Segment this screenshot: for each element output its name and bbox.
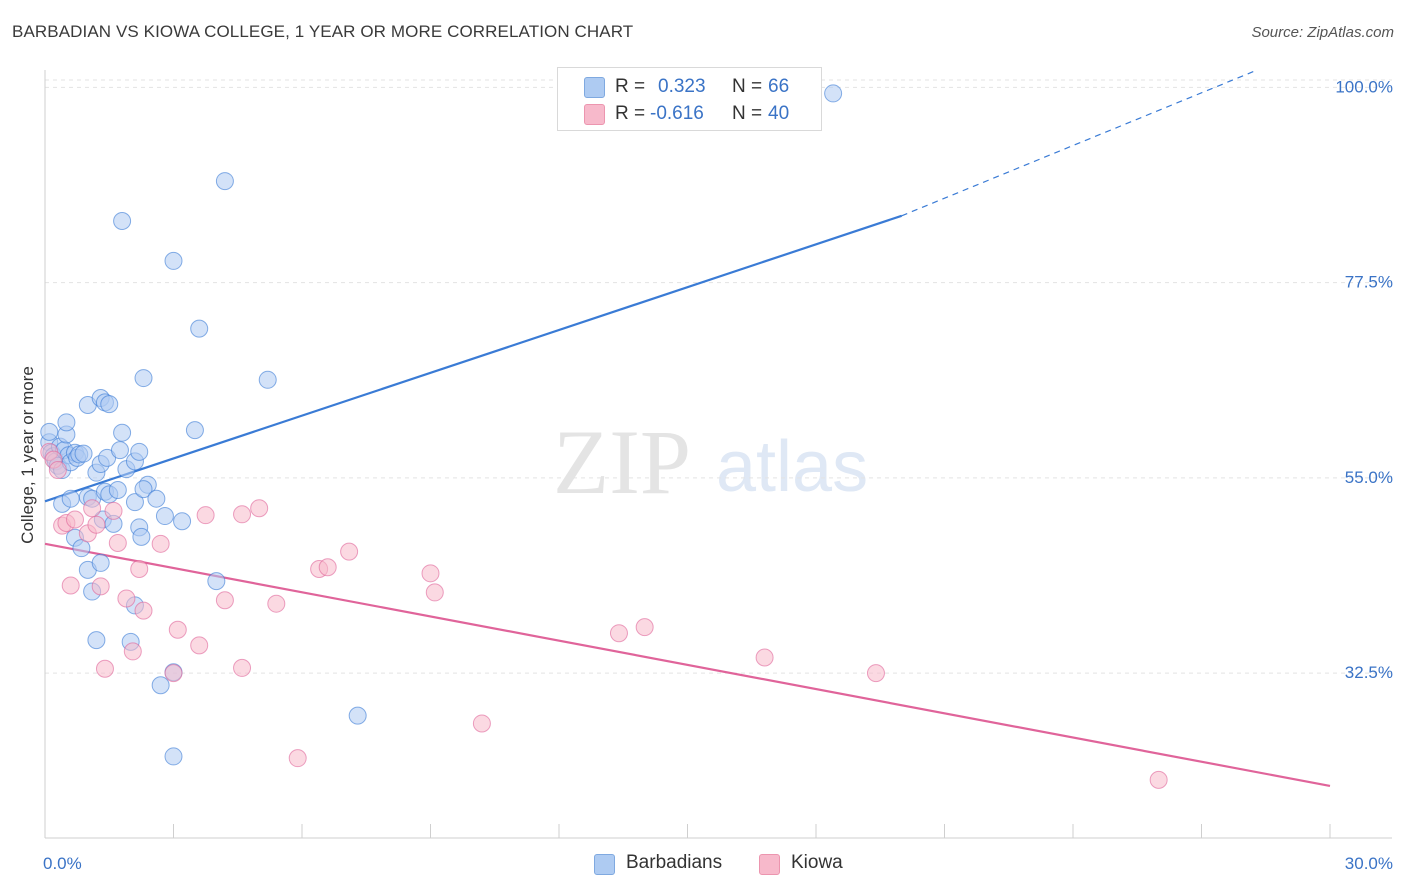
point-barbadians (91, 553, 110, 572)
x-tick-label: 0.0% (43, 854, 82, 873)
point-kiowa (233, 505, 252, 524)
point-kiowa (196, 506, 215, 525)
point-barbadians (207, 572, 226, 591)
point-kiowa (91, 577, 110, 596)
point-kiowa (134, 601, 153, 620)
x-tick-label: 30.0% (1345, 854, 1393, 873)
point-kiowa (609, 624, 628, 643)
point-barbadians (134, 369, 153, 388)
legend-label-kiowa: Kiowa (791, 852, 843, 873)
point-barbadians (108, 481, 127, 500)
trend-lines (44, 69, 1331, 788)
watermark-zip: ZIP (553, 411, 691, 513)
legend-n-label: N = (732, 103, 763, 124)
point-barbadians (173, 512, 192, 531)
point-barbadians (61, 489, 80, 508)
point-barbadians (113, 423, 132, 442)
chart-title: BARBADIAN VS KIOWA COLLEGE, 1 YEAR OR MO… (12, 22, 634, 41)
point-barbadians (151, 676, 170, 695)
stats-legend: R = 0.323 N = 66 R = -0.616 N = 40 (557, 67, 822, 131)
point-kiowa (117, 589, 136, 608)
point-kiowa (123, 642, 142, 661)
trend-line-barbadians (44, 214, 903, 503)
point-barbadians (125, 493, 144, 512)
point-barbadians (40, 422, 59, 441)
watermark-atlas: atlas (716, 427, 868, 507)
point-barbadians (190, 319, 209, 338)
trend-line-kiowa (44, 542, 1331, 788)
legend-n-value: 40 (768, 103, 790, 124)
point-barbadians (130, 442, 149, 461)
legend-n-value: 66 (768, 76, 790, 97)
point-kiowa (65, 510, 84, 529)
point-barbadians (113, 211, 132, 230)
legend-swatch-kiowa (584, 104, 605, 125)
legend-r-label: R = (615, 76, 646, 97)
legend-label-barbadians: Barbadians (626, 852, 723, 873)
point-barbadians (258, 370, 277, 389)
point-kiowa (1149, 770, 1168, 789)
y-tick-label: 32.5% (1345, 663, 1393, 682)
point-kiowa (866, 664, 885, 683)
legend-swatch-kiowa (759, 854, 780, 875)
point-barbadians (164, 747, 183, 766)
point-barbadians (824, 84, 843, 103)
point-kiowa (61, 576, 80, 595)
legend-swatch-barbadians (584, 77, 605, 98)
point-kiowa (318, 558, 337, 577)
point-kiowa (108, 533, 127, 552)
point-kiowa (190, 636, 209, 655)
point-barbadians (215, 172, 234, 191)
point-kiowa (104, 501, 123, 520)
point-barbadians (147, 489, 166, 508)
point-kiowa (340, 542, 359, 561)
point-barbadians (87, 631, 106, 650)
point-barbadians (57, 413, 76, 432)
point-kiowa (48, 461, 67, 480)
point-kiowa (95, 659, 114, 678)
legend-r-value: 0.323 (658, 76, 706, 97)
point-kiowa (215, 591, 234, 610)
point-kiowa (83, 499, 102, 518)
source-label: Source: ZipAtlas.com (1251, 24, 1394, 41)
point-barbadians (132, 527, 151, 546)
trend-extension-barbadians (901, 69, 1258, 217)
point-kiowa (233, 658, 252, 677)
data-points (40, 84, 1168, 789)
legend-n-label: N = (732, 76, 763, 97)
point-kiowa (164, 664, 183, 683)
point-barbadians (74, 444, 93, 463)
point-barbadians (348, 706, 367, 725)
y-tick-label: 77.5% (1345, 273, 1393, 292)
point-kiowa (151, 534, 170, 553)
point-kiowa (421, 564, 440, 583)
point-kiowa (250, 499, 269, 518)
point-kiowa (130, 559, 149, 578)
point-kiowa (288, 749, 307, 768)
legend-swatch-barbadians (594, 854, 615, 875)
point-kiowa (472, 714, 491, 733)
y-tick-label: 100.0% (1335, 77, 1393, 96)
point-barbadians (134, 480, 153, 499)
point-kiowa (425, 583, 444, 602)
point-kiowa (87, 515, 106, 534)
point-barbadians (155, 507, 174, 526)
legend-r-value: -0.616 (650, 103, 704, 124)
legend-r-label: R = (615, 103, 646, 124)
point-kiowa (755, 648, 774, 667)
point-barbadians (164, 251, 183, 270)
watermark: ZIP atlas (553, 411, 868, 513)
tick-labels: 32.5% 55.0% 77.5% 100.0% 0.0% 30.0% (43, 77, 1393, 873)
grid-lines (45, 79, 1392, 674)
point-kiowa (168, 620, 187, 639)
point-barbadians (110, 441, 129, 460)
point-barbadians (185, 421, 204, 440)
y-tick-label: 55.0% (1345, 468, 1393, 487)
point-barbadians (100, 395, 119, 414)
y-axis-label: College, 1 year or more (18, 366, 37, 544)
point-kiowa (635, 618, 654, 637)
point-kiowa (267, 594, 286, 613)
